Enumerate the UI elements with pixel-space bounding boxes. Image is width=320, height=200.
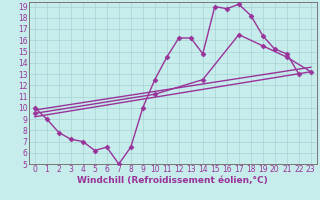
X-axis label: Windchill (Refroidissement éolien,°C): Windchill (Refroidissement éolien,°C) (77, 176, 268, 185)
